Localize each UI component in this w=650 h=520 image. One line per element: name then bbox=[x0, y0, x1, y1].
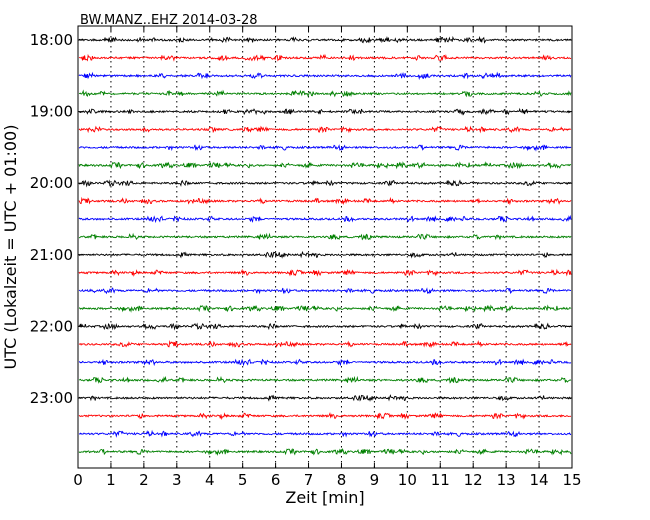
trace-line bbox=[78, 268, 572, 277]
y-tick-label: 22:00 bbox=[30, 317, 73, 335]
x-tick-label: 4 bbox=[205, 471, 215, 489]
trace-line bbox=[78, 358, 572, 367]
trace-line bbox=[78, 107, 572, 116]
y-axis: 18:00 19:00 20:00 21:00 22:00 23:00 bbox=[30, 31, 572, 407]
x-axis: 0 1 2 3 4 5 6 7 8 9 10 11 12 13 14 15 bbox=[73, 26, 582, 489]
y-tick-label: 20:00 bbox=[30, 174, 73, 192]
trace-line bbox=[78, 53, 572, 62]
trace-line bbox=[78, 196, 572, 206]
x-tick-label: 13 bbox=[497, 471, 516, 489]
trace-line bbox=[78, 448, 572, 457]
plot-area bbox=[77, 25, 573, 469]
y-tick-label: 21:00 bbox=[30, 246, 73, 264]
grid-lines bbox=[110, 26, 540, 468]
trace-line bbox=[78, 214, 572, 224]
trace-line bbox=[78, 411, 572, 421]
x-tick-label: 9 bbox=[370, 471, 380, 489]
trace-line bbox=[78, 35, 572, 44]
x-axis-label: Zeit [min] bbox=[285, 488, 364, 507]
trace-line bbox=[78, 179, 572, 188]
traces bbox=[78, 35, 572, 457]
trace-line bbox=[78, 375, 572, 384]
trace-line bbox=[78, 125, 572, 134]
x-tick-label: 0 bbox=[73, 471, 83, 489]
trace-line bbox=[78, 232, 572, 241]
y-tick-label: 23:00 bbox=[30, 389, 73, 407]
x-tick-label: 11 bbox=[431, 471, 450, 489]
trace-line bbox=[78, 304, 572, 313]
x-tick-label: 14 bbox=[530, 471, 549, 489]
trace-line bbox=[78, 429, 572, 438]
trace-line bbox=[78, 250, 572, 259]
trace-line bbox=[78, 339, 572, 349]
x-tick-label: 6 bbox=[271, 471, 281, 489]
trace-line bbox=[78, 144, 572, 152]
chart-title: BW.MANZ..EHZ 2014-03-28 bbox=[80, 13, 258, 28]
x-tick-label: 5 bbox=[238, 471, 248, 489]
x-tick-label: 3 bbox=[172, 471, 182, 489]
x-tick-label: 2 bbox=[139, 471, 149, 489]
trace-line bbox=[78, 161, 572, 170]
trace-line bbox=[78, 89, 572, 98]
x-tick-label: 10 bbox=[398, 471, 417, 489]
trace-line bbox=[78, 394, 572, 402]
x-tick-label: 8 bbox=[337, 471, 347, 489]
x-tick-label: 12 bbox=[464, 471, 483, 489]
y-tick-label: 19:00 bbox=[30, 103, 73, 121]
y-axis-label: UTC (Lokalzeit = UTC + 01:00) bbox=[1, 125, 20, 370]
x-tick-label: 1 bbox=[106, 471, 116, 489]
x-tick-label: 15 bbox=[562, 471, 581, 489]
y-tick-label: 18:00 bbox=[30, 31, 73, 49]
trace-line bbox=[78, 287, 572, 295]
x-tick-label: 7 bbox=[304, 471, 314, 489]
trace-line bbox=[78, 71, 572, 81]
trace-line bbox=[78, 322, 572, 331]
